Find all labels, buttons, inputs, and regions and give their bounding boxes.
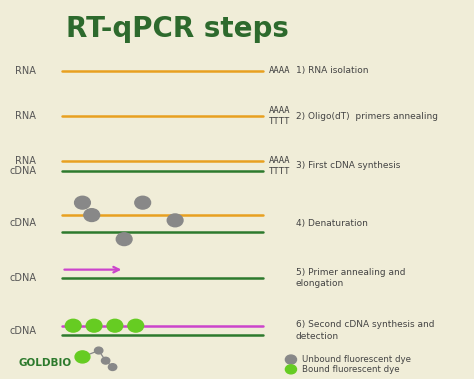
Text: RT-qPCR steps: RT-qPCR steps: [66, 14, 289, 42]
Circle shape: [74, 196, 91, 209]
Text: cDNA: cDNA: [9, 273, 36, 283]
Text: 2) Oligo(dT)  primers annealing: 2) Oligo(dT) primers annealing: [296, 112, 438, 121]
Text: cDNA: cDNA: [9, 218, 36, 229]
Text: RNA: RNA: [15, 66, 36, 76]
Circle shape: [116, 233, 132, 246]
Text: 1) RNA isolation: 1) RNA isolation: [296, 66, 368, 75]
Text: Bound fluorescent dye: Bound fluorescent dye: [301, 365, 399, 374]
Circle shape: [167, 214, 183, 227]
Text: AAAA: AAAA: [269, 66, 291, 75]
Text: 4) Denaturation: 4) Denaturation: [296, 219, 367, 228]
Circle shape: [65, 319, 81, 332]
Text: cDNA: cDNA: [9, 326, 36, 335]
Circle shape: [285, 355, 297, 364]
Text: 5) Primer annealing and
elongation: 5) Primer annealing and elongation: [296, 268, 405, 288]
Text: GOLDBIO: GOLDBIO: [19, 358, 72, 368]
Circle shape: [107, 319, 123, 332]
Circle shape: [135, 196, 151, 209]
Text: cDNA: cDNA: [9, 166, 36, 176]
Circle shape: [285, 365, 297, 374]
Text: AAAA
TTTT: AAAA TTTT: [269, 106, 291, 126]
Circle shape: [109, 364, 117, 370]
Circle shape: [101, 357, 110, 364]
Text: RNA: RNA: [15, 111, 36, 121]
Circle shape: [86, 319, 102, 332]
Text: Unbound fluorescent dye: Unbound fluorescent dye: [301, 355, 410, 364]
Text: AAAA
TTTT: AAAA TTTT: [269, 156, 291, 176]
Circle shape: [84, 209, 100, 221]
Text: 6) Second cDNA synthesis and
detection: 6) Second cDNA synthesis and detection: [296, 320, 434, 341]
Circle shape: [75, 351, 90, 363]
Text: RNA: RNA: [15, 156, 36, 166]
Text: 3) First cDNA synthesis: 3) First cDNA synthesis: [296, 161, 400, 170]
Circle shape: [128, 319, 144, 332]
Circle shape: [94, 347, 103, 354]
